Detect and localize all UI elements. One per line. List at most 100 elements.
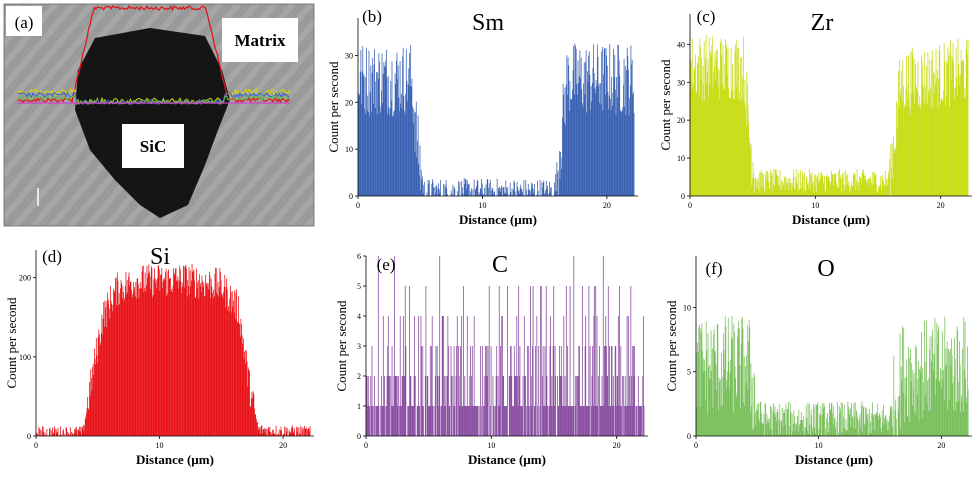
chart-b-bar — [540, 180, 541, 196]
chart-d-bar — [310, 426, 311, 436]
chart-e-bar — [369, 406, 370, 436]
chart-b-bar — [486, 184, 487, 196]
chart-b-bar — [471, 188, 472, 196]
chart-b-bar — [454, 189, 455, 196]
chart-d-y-tick-label: 0 — [27, 432, 31, 441]
chart-e-bar — [523, 376, 524, 436]
chart-e-xlabel: Distance (µm) — [468, 452, 546, 467]
chart-b-title: Sm — [472, 10, 504, 36]
chart-d-bar — [39, 429, 40, 436]
chart-e-x-tick-label: 0 — [364, 441, 368, 450]
chart-c-y-tick-label: 30 — [677, 78, 685, 87]
chart-f-bar — [778, 412, 779, 436]
chart-e-y-tick-label: 4 — [357, 312, 361, 321]
chart-e-bar — [507, 286, 508, 436]
chart-e-bar — [478, 406, 479, 436]
chart-b-bar — [551, 187, 552, 196]
chart-e-bar — [423, 406, 424, 436]
chart-e-bar — [436, 346, 437, 436]
chart-b-bar — [510, 192, 511, 196]
chart-f-bar — [837, 402, 838, 436]
chart-c-bar — [889, 159, 890, 196]
chart-e-bar — [533, 286, 534, 436]
chart-f-bar — [763, 414, 764, 436]
chart-e-bar — [529, 406, 530, 436]
chart-f-bar — [868, 414, 869, 436]
chart-d-bar — [300, 426, 301, 436]
chart-d-bar — [279, 429, 280, 436]
chart-e-bar — [548, 406, 549, 436]
chart-e-bar — [614, 406, 615, 436]
chart-e-y-tick-label: 5 — [357, 282, 361, 291]
chart-b-bar — [507, 187, 508, 196]
chart-f-y-tick-label: 0 — [687, 432, 691, 441]
chart-e-bar — [384, 376, 385, 436]
chart-e-bar — [541, 286, 542, 436]
chart-b-bar — [522, 192, 523, 196]
chart-f-bar — [821, 406, 822, 436]
chart-e-bar — [494, 406, 495, 436]
chart-e-bar — [439, 256, 440, 436]
chart-b-bar — [529, 190, 530, 196]
matrix-label: Matrix — [235, 31, 286, 50]
chart-e-bar — [372, 406, 373, 436]
chart-f-bar — [893, 356, 894, 436]
chart-e-bar — [538, 346, 539, 436]
chart-b-bar — [426, 192, 427, 196]
chart-f-bar — [903, 328, 904, 436]
chart-d-y-tick-label: 100 — [19, 353, 31, 362]
chart-f-bar — [790, 412, 791, 436]
chart-e-x-tick-label: 10 — [487, 441, 495, 450]
chart-b-bar — [484, 188, 485, 196]
chart-e-y-tick-label: 3 — [357, 342, 361, 351]
chart-e-bar — [623, 376, 624, 436]
chart-b-bar — [424, 182, 425, 196]
chart-d-bar — [43, 432, 44, 436]
chart-d-bar — [76, 427, 77, 436]
chart-d-bar — [303, 428, 304, 436]
chart-e-bar — [491, 346, 492, 436]
chart-e-bar — [449, 406, 450, 436]
chart-b-bar — [494, 191, 495, 196]
chart-e-bar — [457, 316, 458, 436]
chart-f-bar — [779, 404, 780, 436]
chart-f-bar — [808, 403, 809, 436]
chart-d-bar — [67, 432, 68, 436]
chart-e-bar — [644, 406, 645, 436]
chart-c-bar — [753, 174, 754, 196]
chart-c-y-tick-label: 20 — [677, 116, 685, 125]
chart-b-bar — [470, 191, 471, 196]
chart-f-bars — [696, 316, 968, 436]
chart-f-bar — [817, 402, 818, 436]
chart-b-bar — [497, 179, 498, 196]
chart-b-bar — [634, 113, 635, 196]
chart-f-xlabel: Distance (µm) — [795, 452, 873, 467]
chart-f-bar — [752, 378, 753, 436]
chart-b-bar — [526, 189, 527, 196]
chart-d-ylabel: Count per second — [4, 297, 19, 388]
chart-e-bar — [419, 406, 420, 436]
chart-b-y-tick-label: 0 — [349, 192, 353, 201]
chart-d-bar — [281, 431, 282, 436]
chart-e-bar — [482, 346, 483, 436]
chart-f-bar — [841, 402, 842, 436]
chart-b-bar — [477, 181, 478, 196]
chart-c-panel-label: (c) — [697, 7, 716, 26]
chart-b-panel-label: (b) — [362, 7, 382, 26]
chart-e-y-tick-label: 6 — [357, 252, 361, 261]
chart-e-bar — [479, 406, 480, 436]
chart-f-x-tick-label: 20 — [937, 441, 945, 450]
chart-e-bar — [398, 376, 399, 436]
chart-b-bar — [488, 188, 489, 196]
chart-e-bar — [598, 376, 599, 436]
chart-e-bar — [555, 376, 556, 436]
chart-b-x-tick-label: 0 — [356, 201, 360, 210]
chart-b-bars — [358, 44, 634, 196]
chart-f-bar — [892, 427, 893, 436]
chart-b-bar — [502, 187, 503, 196]
chart-b-x-tick-label: 20 — [603, 201, 611, 210]
chart-b-y-tick-label: 10 — [345, 145, 353, 154]
